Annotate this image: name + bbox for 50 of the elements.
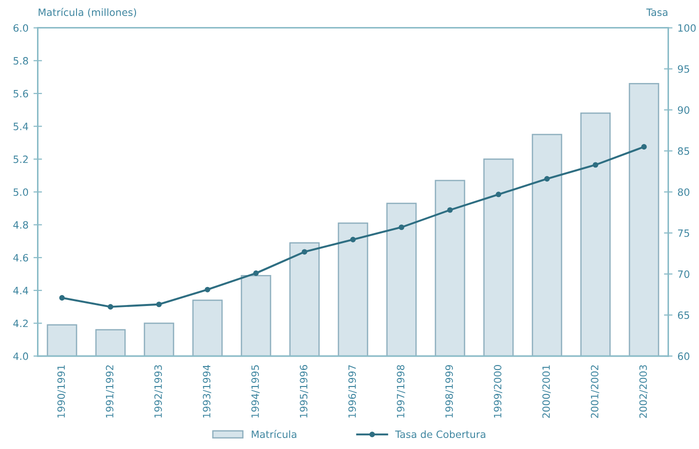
y2-tick-label: 60 (678, 352, 690, 360)
point (253, 270, 259, 276)
point (592, 162, 598, 168)
x-tick-label: 1990/1991 (57, 365, 66, 418)
point (204, 286, 210, 292)
point (302, 249, 308, 255)
x-tick-label: 2002/2003 (639, 365, 648, 418)
y2-tick-label: 100 (678, 24, 696, 32)
y2-tick-label: 80 (678, 188, 690, 196)
x-tick-label: 2001/2002 (590, 365, 600, 418)
x-tick-label: 2000/2001 (542, 365, 551, 418)
y2-tick-label: 70 (678, 270, 690, 278)
y2-tick-label: 90 (678, 106, 690, 114)
x-tick-label: 1999/2000 (494, 365, 502, 418)
x-tick-label: 1996/1997 (348, 365, 357, 418)
legend-label: Tasa de Cobertura (395, 430, 486, 438)
point (108, 304, 114, 310)
y-tick-label: 4.4 (13, 286, 28, 294)
y2-tick-label: 85 (678, 147, 690, 155)
y2-tick-label: 95 (678, 65, 690, 73)
x-tick-label: 1997/1998 (396, 365, 406, 418)
x-tick-label: 1992/1993 (154, 365, 163, 418)
point (156, 302, 162, 308)
y-axis-title: Matrícula (millones) (38, 8, 136, 18)
y-tick-label: 5.8 (14, 57, 28, 65)
y-tick-label: 5.4 (14, 122, 28, 130)
legend-label: Matrícula (252, 430, 296, 438)
x-tick-label: 1995/1996 (300, 365, 308, 418)
y-tick-label: 5.2 (14, 156, 28, 164)
y-tick-label: 4.2 (13, 320, 28, 328)
x-tick-label: 1998/1999 (445, 365, 454, 418)
point (447, 207, 453, 213)
point (398, 224, 404, 230)
x-tick-label: 1994/1995 (251, 365, 260, 418)
point (544, 176, 550, 182)
y-tick-label: 4.8 (13, 221, 28, 229)
y-tick-label: 4.6 (13, 254, 28, 262)
x-tick-label: 1991/1992 (106, 365, 114, 418)
point (496, 192, 502, 198)
point (59, 295, 65, 301)
y-tick-label: 5.0 (14, 188, 28, 196)
y-tick-label: 5.6 (14, 90, 28, 98)
point (350, 236, 356, 242)
x-tick-label: 1993/1994 (202, 364, 212, 418)
y2-tick-label: 75 (678, 229, 690, 237)
y2-axis-title: Tasa (646, 8, 668, 16)
y-tick-label: 4.0 (13, 352, 28, 360)
y2-tick-label: 65 (678, 311, 690, 319)
y-tick-label: 6.0 (14, 24, 28, 32)
point (641, 144, 647, 150)
